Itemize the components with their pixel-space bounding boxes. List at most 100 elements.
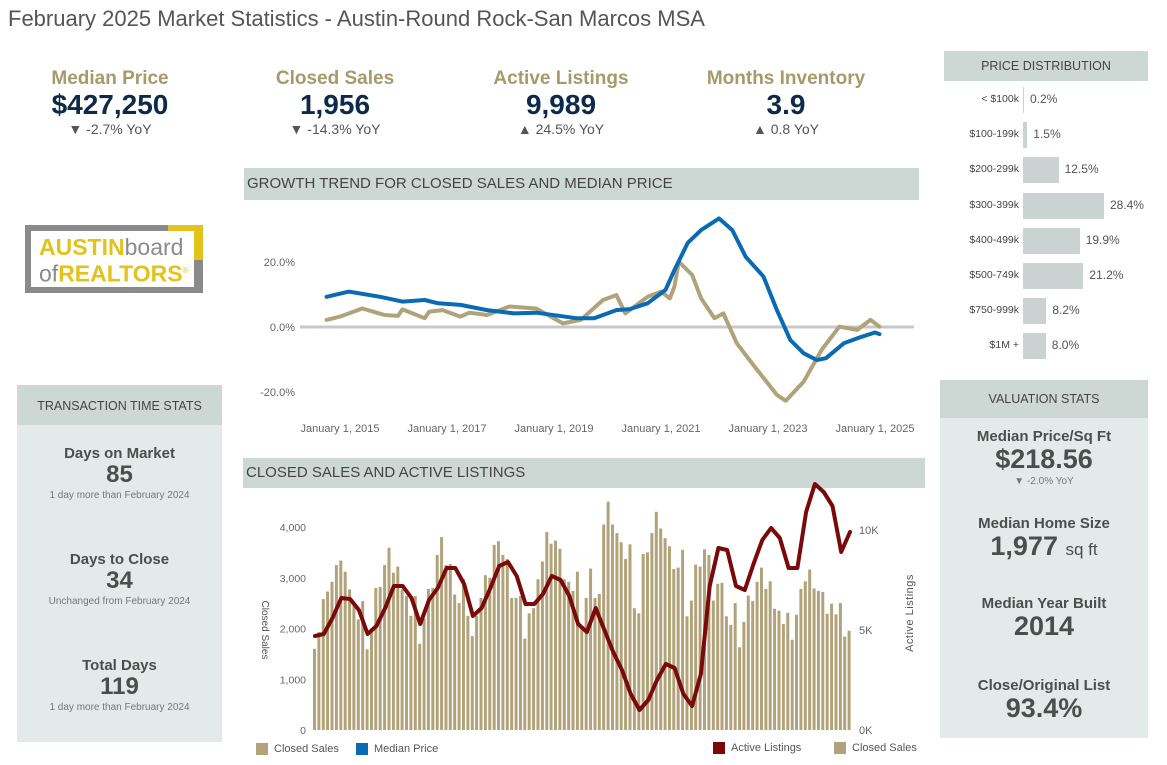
- closed-sales-bar: [457, 603, 461, 730]
- price-distribution-bar: [1023, 298, 1047, 325]
- closed-sales-bar: [549, 543, 553, 730]
- stat-label: Median Price/Sq Ft: [976, 428, 1112, 445]
- stat-value: 85: [106, 461, 133, 488]
- closed-sales-bar: [313, 648, 316, 730]
- kpi-change: ▲ 24.5% YoY: [517, 121, 605, 137]
- legend-label: Active Listings: [731, 742, 802, 754]
- closed-sales-bar: [843, 636, 847, 730]
- closed-sales-bar: [593, 598, 597, 730]
- stat-median-year-built: Median Year Built 2014: [940, 595, 1148, 640]
- closed-sales-bar: [505, 559, 509, 730]
- x-tick-label: January 1, 2015: [301, 423, 380, 435]
- legend-item-median-price: Median Price: [356, 743, 438, 755]
- closed-sales-bar: [514, 598, 518, 730]
- y-tick-label: 20.0%: [264, 257, 295, 269]
- closed-sales-bar: [317, 632, 321, 730]
- closed-sales-bar: [838, 603, 842, 730]
- kpi-value: 1,956: [299, 89, 371, 120]
- closed-sales-bar: [786, 612, 790, 730]
- price-distribution-row: $300-399k 28.4%: [944, 192, 1154, 219]
- closed-sales-bar: [755, 581, 759, 730]
- stat-value: $218.56: [995, 444, 1093, 474]
- price-distribution-bar: [1023, 157, 1059, 184]
- y-tick-label: 1,000: [280, 674, 306, 686]
- stat-note: Unchanged from February 2024: [48, 596, 191, 607]
- stat-change: ▼ -2.0% YoY: [1014, 476, 1074, 487]
- closed-sales-bar: [422, 618, 426, 730]
- closed-sales-bar: [742, 621, 746, 730]
- price-distribution-row: < $100k 0.2%: [944, 87, 1154, 113]
- price-distribution-pct: 19.9%: [1085, 232, 1120, 247]
- x-tick-label: January 1, 2023: [729, 423, 808, 435]
- legend-swatch: [834, 742, 846, 754]
- stat-label: Close/Original List: [977, 677, 1111, 694]
- closed-sales-bar: [391, 572, 395, 730]
- closed-sales-bar: [628, 544, 632, 730]
- legend-item-active-listings: Active Listings: [713, 742, 801, 754]
- stat-label: Median Year Built: [981, 595, 1107, 612]
- y2-tick-label: 10K: [859, 525, 879, 537]
- closed-sales-bar: [523, 638, 527, 730]
- closed-sales-bar: [729, 624, 733, 730]
- closed-sales-bar: [632, 608, 636, 730]
- closed-sales-bar: [374, 587, 378, 730]
- kpi-label: Closed Sales: [275, 68, 395, 89]
- growth-trend-title: GROWTH TREND FOR CLOSED SALES AND MEDIAN…: [244, 168, 919, 200]
- legend-label: Closed Sales: [852, 742, 917, 754]
- closed-sales-bar: [540, 561, 544, 730]
- closed-sales-bar: [396, 566, 400, 730]
- closed-sales-bar: [356, 619, 360, 730]
- closed-sales-bar: [619, 542, 623, 730]
- price-distribution-bar: [1023, 333, 1046, 360]
- legend-swatch: [356, 743, 368, 755]
- stat-label: Median Home Size: [978, 515, 1110, 532]
- closed-sales-bar: [821, 592, 825, 730]
- closed-sales-bar: [475, 615, 479, 730]
- closed-sales-bar: [562, 579, 566, 730]
- closed-sales-bar: [334, 565, 338, 730]
- austin-board-of-realtors-logo: AUSTINboard ofREALTORS®: [25, 225, 203, 293]
- closed-sales-bar: [650, 533, 654, 730]
- closed-sales-bar: [830, 603, 834, 730]
- closed-sales-bar: [816, 590, 820, 730]
- closed-sales-bar: [799, 588, 803, 730]
- closed-sales-bar: [847, 630, 851, 730]
- stat-median-home-size: Median Home Size 1,977 sq ft: [940, 515, 1148, 564]
- closed-sales-bar: [444, 565, 448, 730]
- closed-sales-bar: [795, 614, 798, 730]
- price-distribution-row: $500-749k 21.2%: [944, 263, 1154, 289]
- legend-label: Closed Sales: [274, 743, 339, 755]
- kpi-label: Months Inventory: [706, 68, 866, 89]
- x-tick-label: January 1, 2021: [622, 423, 701, 435]
- closed-sales-bar: [431, 587, 435, 730]
- closed-sales-bar: [668, 546, 671, 730]
- closed-sales-bar: [584, 598, 588, 730]
- price-distribution-row: $1M + 8.0%: [944, 333, 1154, 360]
- stat-value: 2014: [1013, 611, 1075, 641]
- closed-sales-bar: [790, 639, 794, 730]
- y-tick-label: 0: [300, 725, 306, 737]
- legend-swatch: [713, 742, 725, 754]
- closed-sales-bar: [764, 588, 768, 730]
- closed-sales-bar: [409, 615, 413, 730]
- price-range-label: $300-399k: [969, 198, 1019, 211]
- closed-sales-bar: [321, 599, 325, 730]
- closed-sales-bar: [689, 600, 693, 730]
- stat-label: Total Days: [82, 657, 157, 674]
- price-distribution-row: $750-999k 8.2%: [944, 298, 1154, 325]
- y-tick-label: 3,000: [280, 573, 306, 585]
- closed-sales-bar: [405, 596, 408, 730]
- closed-sales-bar: [703, 549, 706, 730]
- closed-sales-bar: [527, 613, 531, 730]
- page-title: February 2025 Market Statistics - Austin…: [8, 6, 705, 31]
- kpi-months-inventory: Months Inventory 3.9 ▲ 0.8 YoY: [676, 68, 896, 137]
- closed-sales-active-listings-title: CLOSED SALES AND ACTIVE LISTINGS: [243, 458, 925, 488]
- closed-sales-bar: [733, 603, 737, 730]
- y2-axis-label: Active Listings: [904, 574, 916, 652]
- kpi-active-listings: Active Listings 9,989 ▲ 24.5% YoY: [451, 68, 671, 137]
- price-distribution-bar: [1023, 122, 1028, 149]
- closed-sales-bar: [698, 566, 702, 730]
- stat-label: Days to Close: [69, 551, 170, 568]
- closed-sales-bar: [440, 537, 444, 730]
- closed-sales-bar: [676, 567, 680, 730]
